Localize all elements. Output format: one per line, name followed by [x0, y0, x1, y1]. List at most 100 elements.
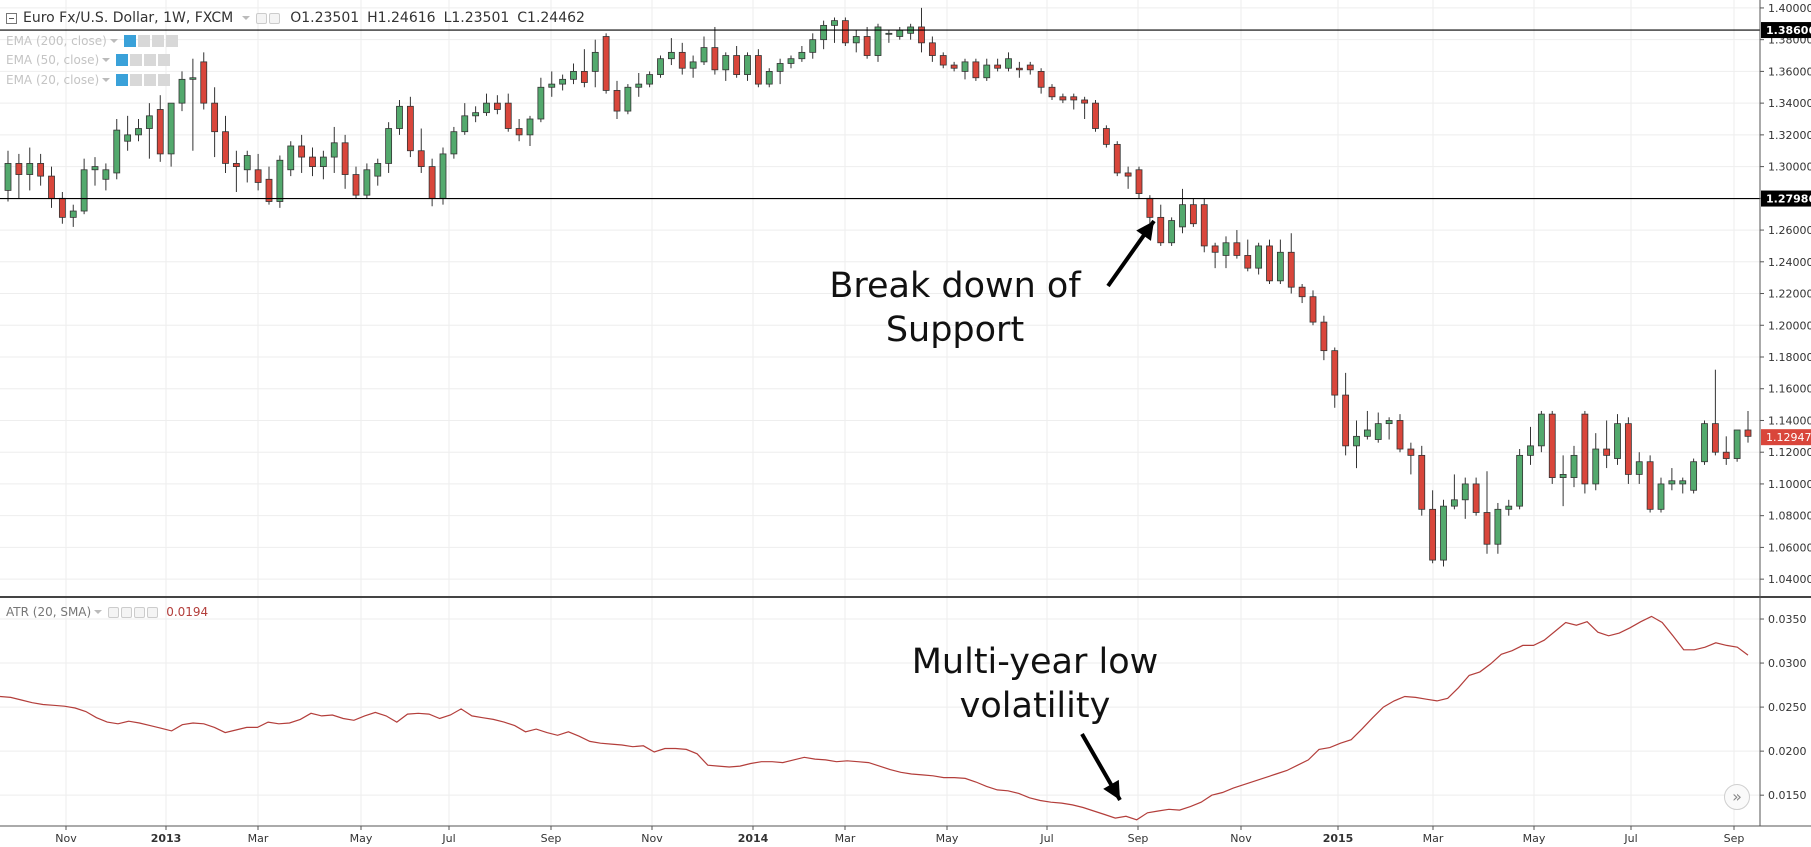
visibility-icon[interactable]	[123, 35, 136, 47]
settings-icon[interactable]	[130, 74, 143, 86]
add-icon[interactable]	[151, 35, 164, 47]
scroll-to-realtime-button[interactable]: »	[1724, 784, 1750, 810]
candle	[1679, 477, 1687, 494]
candle	[754, 49, 762, 88]
indicator-label[interactable]: EMA (20, close)	[6, 73, 100, 87]
visibility-icon[interactable]	[108, 606, 120, 618]
candle-body	[1048, 86, 1056, 98]
add-icon[interactable]	[134, 606, 146, 618]
candle-body	[1070, 96, 1078, 101]
candle-body	[135, 128, 142, 136]
visibility-icon[interactable]	[116, 54, 129, 66]
candle	[102, 163, 110, 191]
high-value: H1.24616	[367, 10, 436, 26]
indicator-ema-50[interactable]: EMA (50, close)	[6, 52, 172, 68]
candle-body	[841, 20, 849, 44]
level-tag-label: 1.38606	[1766, 24, 1811, 37]
y-tick-label: 1.10000	[1768, 478, 1811, 491]
candle	[776, 58, 784, 85]
atr-tick-label: 0.0200	[1768, 745, 1807, 758]
candle	[765, 68, 773, 88]
candle-body	[4, 163, 12, 191]
level-tag-bg	[1761, 190, 1811, 207]
atr-label[interactable]: ATR (20, SMA)	[6, 605, 92, 619]
candle	[113, 119, 121, 180]
candle-body	[1026, 64, 1034, 71]
candle	[1570, 445, 1578, 488]
indicator-ema-20[interactable]: EMA (20, close)	[6, 72, 172, 88]
candle-body	[776, 63, 784, 72]
candle	[1015, 61, 1023, 78]
indicator-label[interactable]: EMA (200, close)	[6, 34, 107, 48]
annotation-arrows	[1080, 219, 1156, 801]
candle-body	[363, 169, 371, 196]
candle-body	[852, 36, 860, 44]
add-icon[interactable]	[144, 74, 157, 86]
close-icon[interactable]	[165, 35, 178, 47]
candle-body	[211, 102, 219, 133]
candle	[319, 150, 327, 180]
candle-body	[863, 36, 871, 56]
candle	[591, 39, 599, 88]
visibility-icon[interactable]	[256, 12, 268, 24]
candle	[200, 52, 208, 110]
candle	[1711, 369, 1719, 456]
add-icon[interactable]	[144, 54, 157, 66]
candle	[1440, 499, 1447, 567]
candle	[37, 153, 45, 186]
horizontal-levels[interactable]	[0, 29, 1760, 200]
indicator-ema-200[interactable]: EMA (200, close)	[6, 33, 180, 49]
candle-body	[1646, 461, 1654, 510]
candle	[852, 30, 860, 53]
candle-body	[580, 71, 588, 83]
y-tick-label: 1.34000	[1768, 97, 1811, 110]
candle	[613, 80, 621, 119]
low-value: L1.23501	[443, 10, 510, 26]
chevron-down-icon[interactable]	[94, 610, 103, 614]
candle	[1537, 410, 1545, 453]
candle	[439, 147, 447, 205]
collapse-icon[interactable]	[6, 12, 17, 24]
candle	[548, 71, 556, 97]
close-icon[interactable]	[158, 54, 171, 66]
settings-icon[interactable]	[269, 12, 281, 24]
settings-icon[interactable]	[137, 35, 150, 47]
candle-body	[896, 29, 904, 37]
candle	[1581, 410, 1589, 494]
y-tick-label: 1.32000	[1768, 129, 1811, 142]
indicator-label[interactable]: EMA (50, close)	[6, 53, 100, 67]
settings-icon[interactable]	[121, 606, 133, 618]
close-icon[interactable]	[147, 606, 159, 618]
chevron-down-icon[interactable]	[109, 39, 118, 43]
close-icon[interactable]	[158, 74, 171, 86]
y-tick-label: 1.20000	[1768, 319, 1811, 332]
candle-body	[1581, 413, 1589, 485]
settings-icon[interactable]	[130, 54, 143, 66]
atr-tick-label: 0.0300	[1768, 657, 1807, 670]
candle-body	[1570, 454, 1578, 478]
candle-body	[58, 197, 66, 218]
candle-body	[1015, 67, 1023, 71]
candle	[1516, 449, 1524, 510]
candle	[211, 87, 219, 158]
candle	[1733, 429, 1741, 462]
candle	[722, 52, 730, 81]
symbol-title[interactable]: Euro Fx/U.S. Dollar, 1W, FXCM	[23, 10, 234, 26]
candle-body	[1668, 480, 1676, 485]
chevron-down-icon[interactable]	[242, 16, 251, 20]
candle	[1385, 417, 1393, 440]
chevron-down-icon[interactable]	[102, 78, 111, 82]
candle-body	[1266, 245, 1273, 282]
annotation-low-volatility: Multi-year low volatility	[870, 640, 1200, 728]
candle-body	[559, 78, 567, 85]
atr-tick-label: 0.0150	[1768, 789, 1807, 802]
visibility-icon[interactable]	[116, 74, 129, 86]
candle	[635, 72, 643, 97]
candle-body	[831, 20, 838, 26]
candle	[939, 52, 947, 69]
candle	[1559, 455, 1567, 507]
chevron-down-icon[interactable]	[102, 58, 111, 62]
candle	[15, 153, 23, 199]
